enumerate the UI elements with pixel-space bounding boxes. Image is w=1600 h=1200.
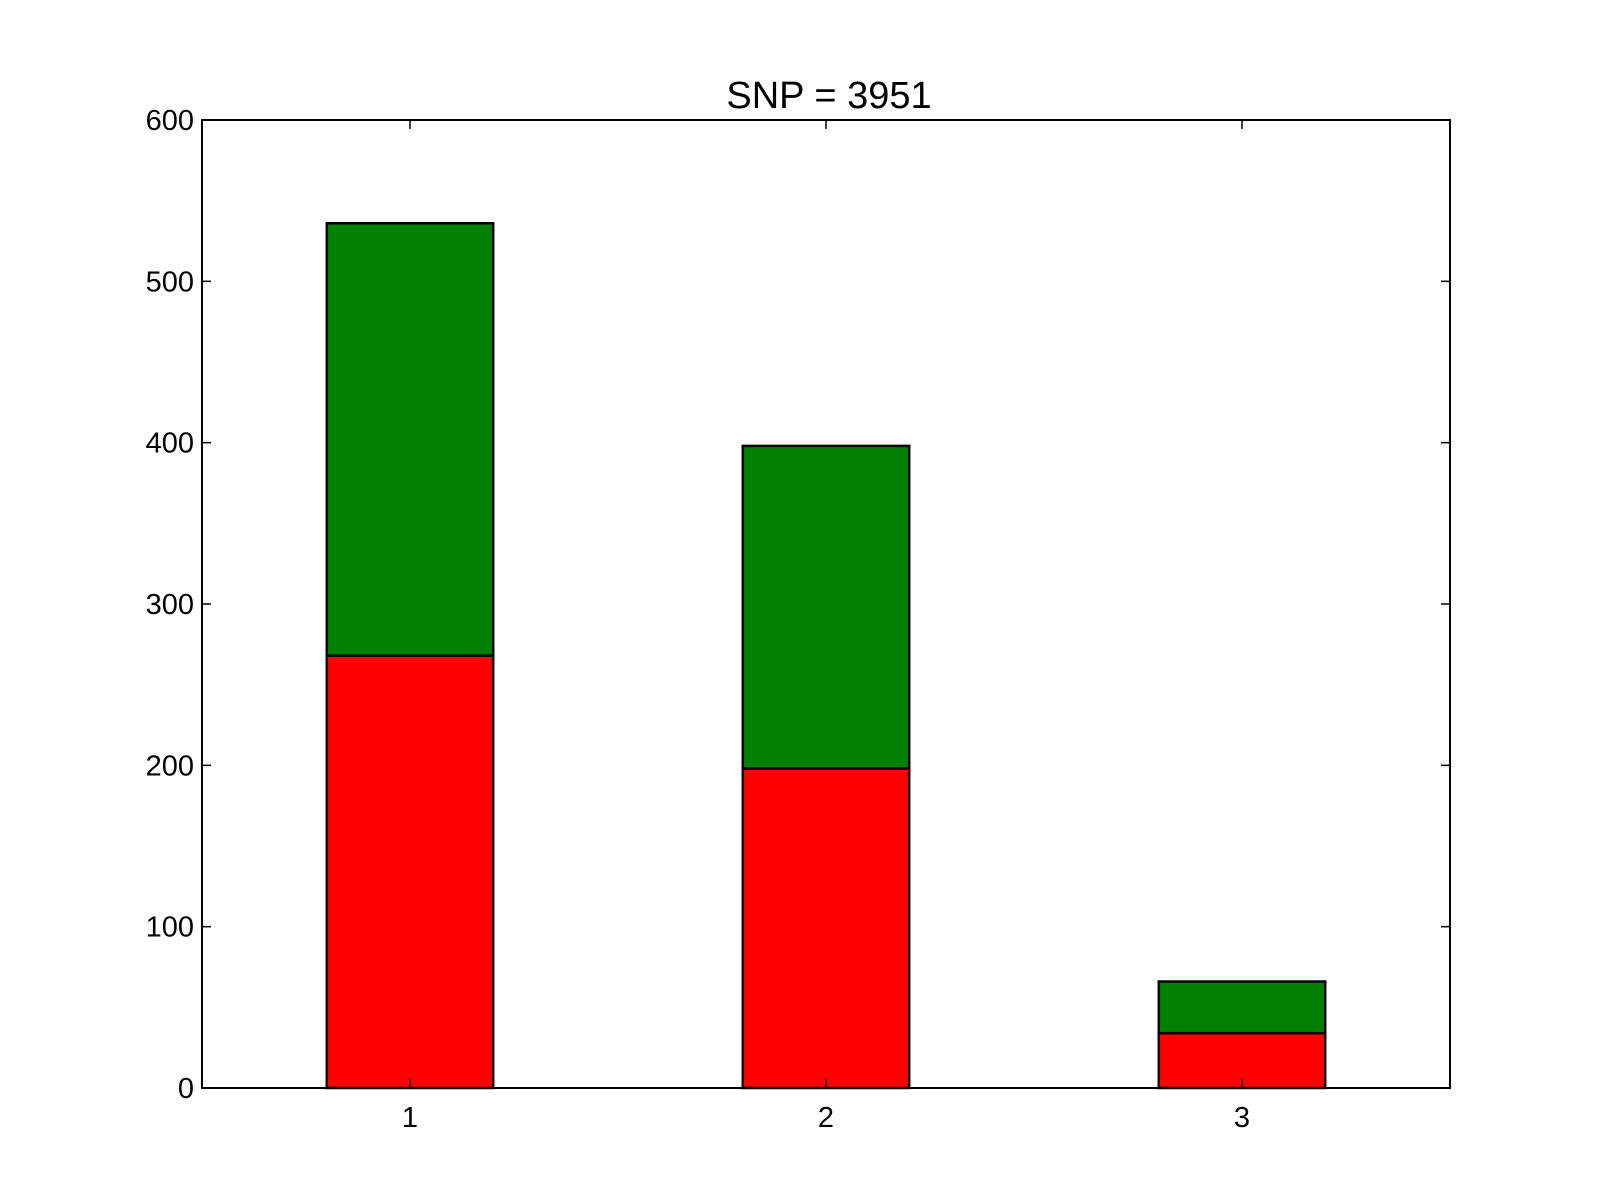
bar-1-segment-1 xyxy=(325,654,495,1090)
y-tick-label-200: 200 xyxy=(146,750,194,782)
bar-3-segment-2 xyxy=(1157,980,1327,1035)
y-tick-label-500: 500 xyxy=(146,266,194,298)
bar-1-segment-2 xyxy=(325,222,495,657)
y-tick-labels: 0 100 200 300 400 500 600 xyxy=(146,105,194,1105)
bar-2-segment-2 xyxy=(741,444,911,770)
x-tick-label-1: 1 xyxy=(402,1102,418,1134)
x-tick-label-3: 3 xyxy=(1234,1102,1250,1134)
y-tick-label-300: 300 xyxy=(146,589,194,621)
y-tick-label-400: 400 xyxy=(146,428,194,460)
x-tick-label-2: 2 xyxy=(818,1102,834,1134)
axes-frame xyxy=(201,119,1451,1089)
y-tick-label-600: 600 xyxy=(146,105,194,137)
bars-group xyxy=(325,222,1327,1090)
bar-3-segment-1 xyxy=(1157,1031,1327,1090)
y-tick-label-0: 0 xyxy=(178,1073,194,1105)
bar-2-segment-1 xyxy=(741,767,911,1090)
x-tick-labels: 1 2 3 xyxy=(402,1102,1250,1134)
y-tick-label-100: 100 xyxy=(146,912,194,944)
chart-title: SNP = 3951 xyxy=(726,75,931,117)
